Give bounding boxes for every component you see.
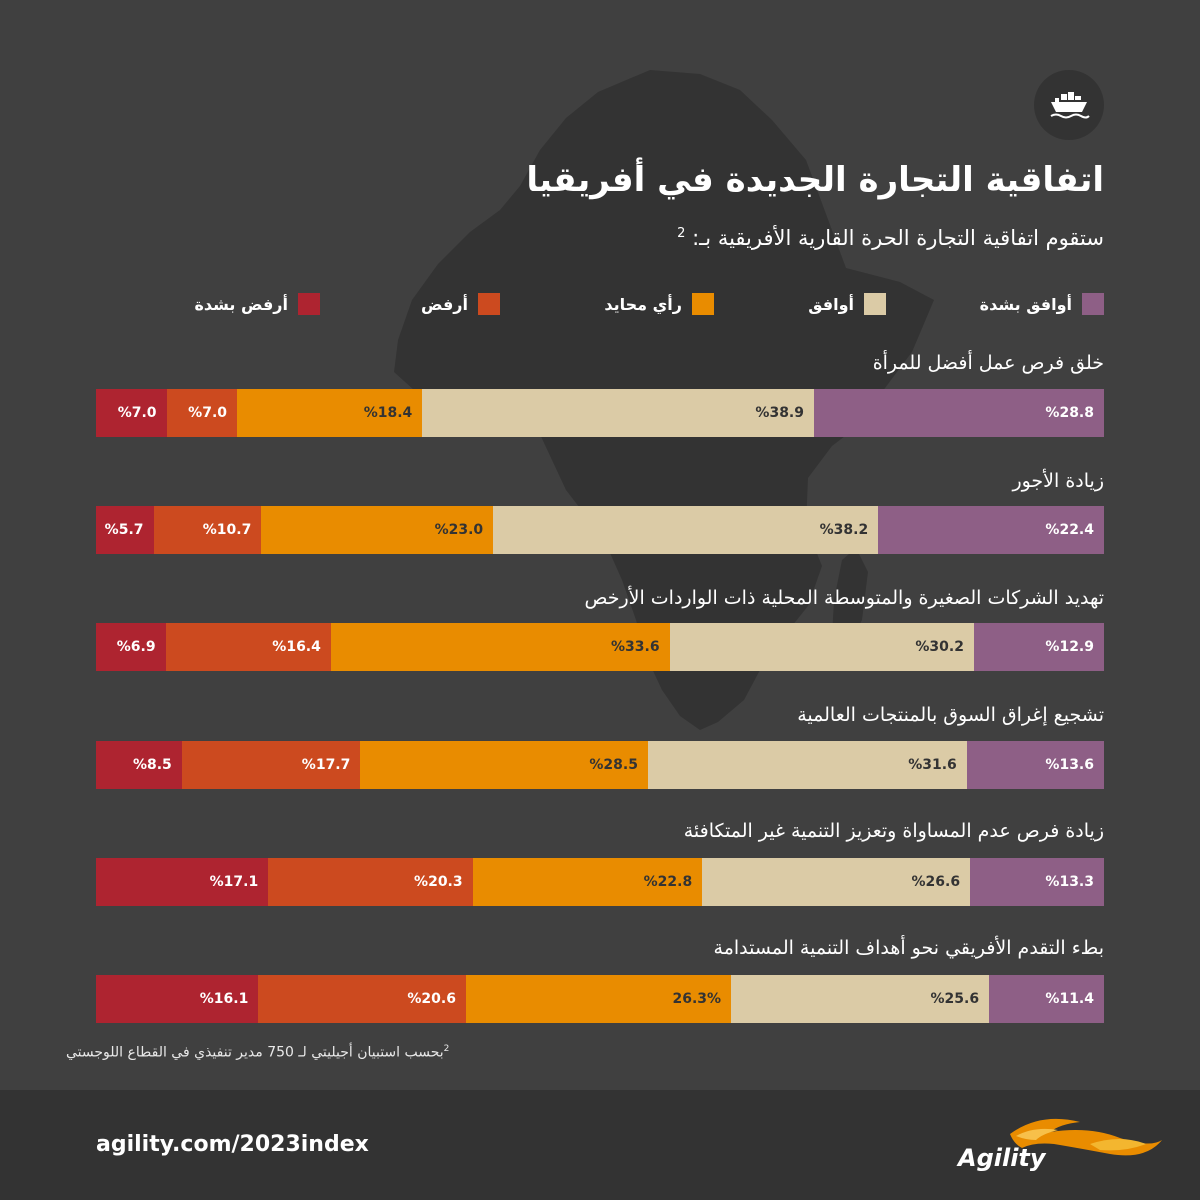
segment-value-label: %13.3 [1045,874,1094,890]
segment-agree: %25.6 [731,975,990,1023]
legend-item-strongly-disagree: أرفض بشدة [194,292,320,316]
segment-strongly-agree: %22.4 [878,506,1104,554]
legend-swatch [864,293,886,315]
segment-strongly-agree: %13.6 [966,741,1104,789]
segment-value-label: %16.4 [272,639,321,655]
subtitle-text: ستقوم اتفاقية التجارة الحرة القارية الأف… [692,226,1104,250]
page-title: اتفاقية التجارة الجديدة في أفريقيا [526,160,1104,200]
stacked-bar: %13.3 %26.6 %22.8 %20.3 %17.1 [96,858,1104,906]
question-label: تشجيع إغراق السوق بالمنتجات العالمية [797,704,1104,726]
segment-disagree: %17.7 [181,741,361,789]
segment-value-label: %25.6 [930,991,980,1007]
segment-value-label: %17.1 [209,874,259,890]
segment-neutral: %22.8 [472,858,703,906]
question-label: خلق فرص عمل أفضل للمرأة [872,352,1104,374]
stacked-bar: %12.9 %30.2 %33.6 %16.4 %6.9 [96,623,1104,671]
segment-value-label: %20.3 [414,874,463,890]
segment-value-label: %33.6 [610,639,660,655]
segment-value-label: %30.2 [915,639,964,655]
footer-url-link[interactable]: agility.com/2023index [96,1132,369,1157]
segment-disagree: %16.4 [165,623,331,671]
segment-value-label: %22.8 [643,874,693,890]
segment-disagree: %10.7 [153,506,262,554]
segment-strongly-disagree: %6.9 [96,623,166,671]
segment-value-label: %18.4 [363,405,413,421]
footnote-text: بحسب استبيان أجيليتي لـ 750 مدير تنفيذي … [66,1044,444,1061]
stacked-bar: %13.6 %31.6 %28.5 %17.7 %8.5 [96,741,1104,789]
question-label: تهديد الشركات الصغيرة والمتوسطة المحلية … [584,587,1104,609]
legend-swatch [478,293,500,315]
brand-name: Agility [958,1144,1046,1172]
segment-value-label: %31.6 [908,757,957,773]
segment-neutral: %18.4 [237,389,423,437]
segment-neutral: %23.0 [261,506,494,554]
segment-strongly-agree: %12.9 [973,623,1104,671]
segment-disagree: %7.0 [166,389,237,437]
legend-item-disagree: أرفض [421,292,500,316]
flame-swoosh-logo-icon [1010,1118,1162,1156]
segment-agree: %38.9 [422,389,814,437]
segment-strongly-agree: %11.4 [989,975,1104,1023]
segment-value-label: %8.5 [132,757,172,773]
question-label: زيادة فرص عدم المساواة وتعزيز التنمية غي… [683,820,1104,842]
legend-swatch [298,293,320,315]
segment-disagree: %20.6 [258,975,466,1023]
segment-value-label: %26.6 [911,874,961,890]
segment-value-label: %12.9 [1045,639,1094,655]
segment-value-label: %10.7 [202,522,252,538]
segment-value-label: %28.8 [1045,405,1094,421]
segment-value-label: %7.0 [117,405,157,421]
segment-agree: %26.6 [702,858,971,906]
segment-value-label: %7.0 [188,405,227,421]
segment-disagree: %20.3 [268,858,473,906]
segment-neutral: 26.3% [465,975,732,1023]
legend-item-agree: أوافق [808,292,886,316]
legend-item-strongly-agree: أوافق بشدة [980,292,1104,316]
segment-value-label: %6.9 [116,639,156,655]
segment-value-label: %23.0 [434,522,484,538]
question-label: زيادة الأجور [1012,470,1104,492]
legend-label: أوافق بشدة [979,294,1072,314]
segment-strongly-agree: %13.3 [970,858,1104,906]
footer-bar: agility.com/2023index Agility [0,1090,1200,1200]
legend-label: أوافق [808,294,854,314]
segment-value-label: 26.3% [672,991,722,1007]
segment-value-label: %13.6 [1045,757,1094,773]
footnote-ref: 2 [443,1044,450,1054]
source-footnote: 2بحسب استبيان أجيليتي لـ 750 مدير تنفيذي… [66,1044,449,1061]
stacked-bar: %28.8 %38.9 %18.4 %7.0 %7.0 [96,389,1104,437]
segment-agree: %30.2 [669,623,974,671]
segment-agree: %31.6 [647,741,967,789]
segment-value-label: %20.6 [407,991,456,1007]
segment-strongly-disagree: %8.5 [96,741,182,789]
page-subtitle: ستقوم اتفاقية التجارة الحرة القارية الأف… [677,226,1104,250]
segment-value-label: %17.7 [301,757,351,773]
segment-value-label: %22.4 [1045,522,1094,538]
segment-value-label: %38.9 [755,405,804,421]
segment-strongly-disagree: %5.7 [96,506,154,554]
segment-value-label: %5.7 [104,522,144,538]
segment-strongly-disagree: %17.1 [96,858,269,906]
question-label: بطء التقدم الأفريقي نحو أهداف التنمية ال… [713,937,1104,959]
legend-item-neutral: رأي محايد [604,292,714,316]
cargo-ship-icon [1034,70,1104,140]
segment-value-label: %28.5 [589,757,638,773]
segment-strongly-disagree: %7.0 [96,389,167,437]
segment-value-label: %16.1 [199,991,249,1007]
legend-swatch [692,293,714,315]
stacked-bar: %22.4 %38.2 %23.0 %10.7 %5.7 [96,506,1104,554]
stacked-bar: %11.4 %25.6 26.3% %20.6 %16.1 [96,975,1104,1023]
legend-label: أرفض بشدة [194,294,288,314]
segment-agree: %38.2 [493,506,879,554]
legend-label: أرفض [421,294,468,314]
subtitle-footnote-ref: 2 [677,226,686,241]
segment-neutral: %33.6 [330,623,670,671]
segment-neutral: %28.5 [360,741,648,789]
segment-value-label: %38.2 [819,522,869,538]
segment-strongly-agree: %28.8 [814,389,1104,437]
segment-strongly-disagree: %16.1 [96,975,259,1023]
segment-value-label: %11.4 [1045,991,1094,1007]
legend-swatch [1082,293,1104,315]
legend-label: رأي محايد [604,294,682,314]
